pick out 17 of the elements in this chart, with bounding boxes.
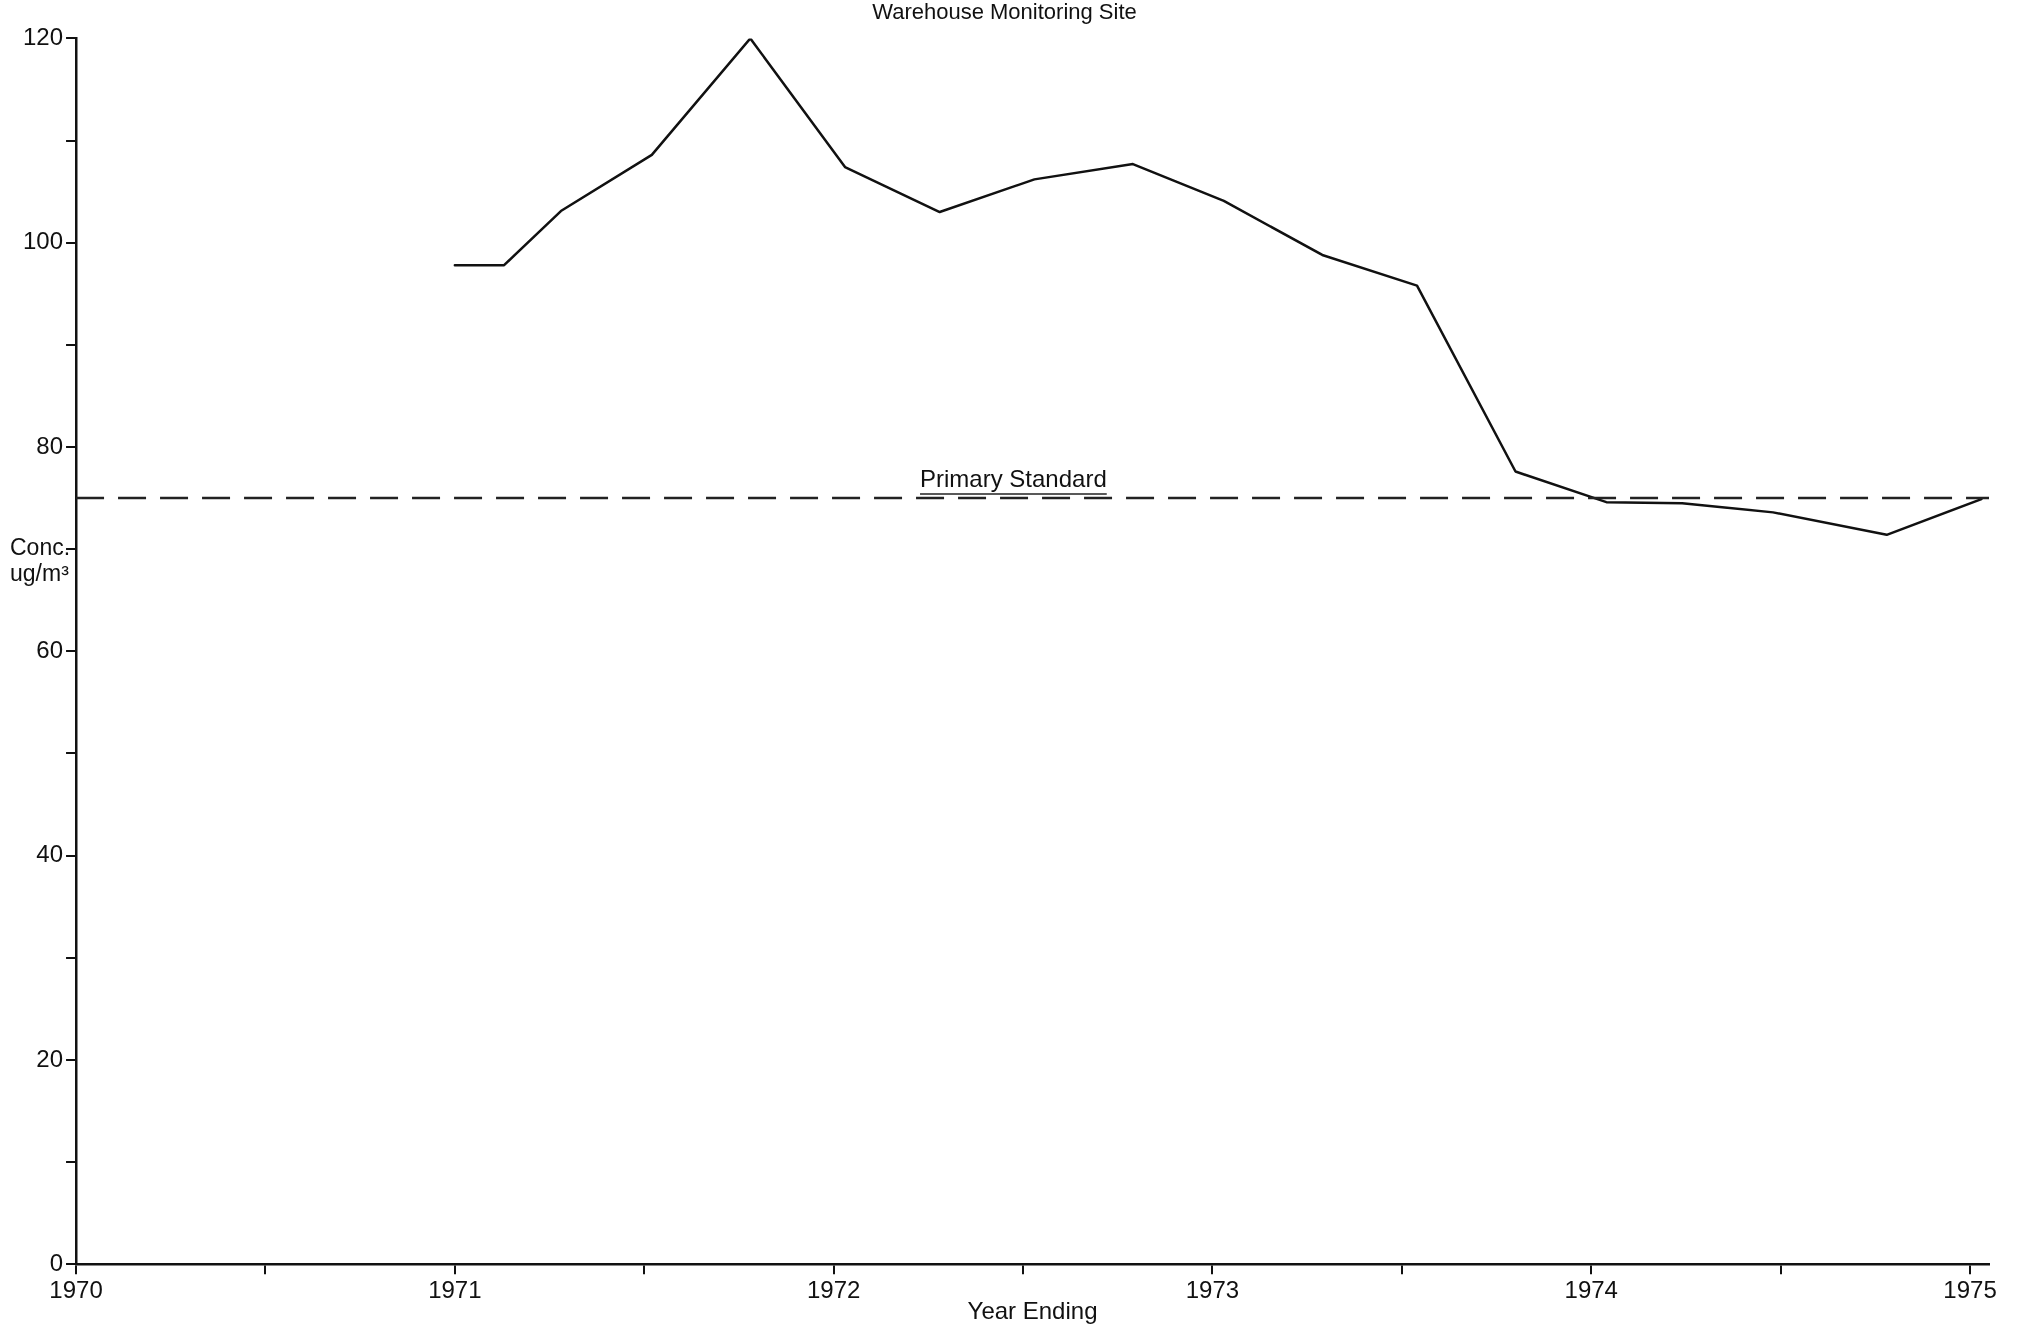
x-tick-label: 1974 — [1564, 1276, 1618, 1304]
y-tick-label: 60 — [36, 635, 64, 663]
y-tick-label: 100 — [23, 227, 64, 255]
ref-line-label: Primary Standard — [920, 464, 1107, 492]
x-tick-label: 1971 — [428, 1276, 482, 1304]
y-tick-label: 0 — [49, 1248, 64, 1276]
y-axis-title: Conc. ug/m³ — [10, 534, 71, 587]
chart-title: Warehouse Monitoring Site — [872, 0, 1137, 25]
y-tick-label: 80 — [36, 431, 64, 459]
x-tick-label: 1972 — [806, 1276, 861, 1304]
y-tick-label: 20 — [36, 1044, 64, 1072]
x-tick-label: 1975 — [1943, 1276, 1997, 1304]
x-tick-label: 1973 — [1185, 1276, 1240, 1304]
x-axis-title: Year Ending — [967, 1297, 1098, 1324]
y-tick-label: 120 — [23, 23, 64, 51]
y-tick-label: 40 — [36, 840, 64, 868]
x-tick-label: 1970 — [49, 1276, 103, 1304]
